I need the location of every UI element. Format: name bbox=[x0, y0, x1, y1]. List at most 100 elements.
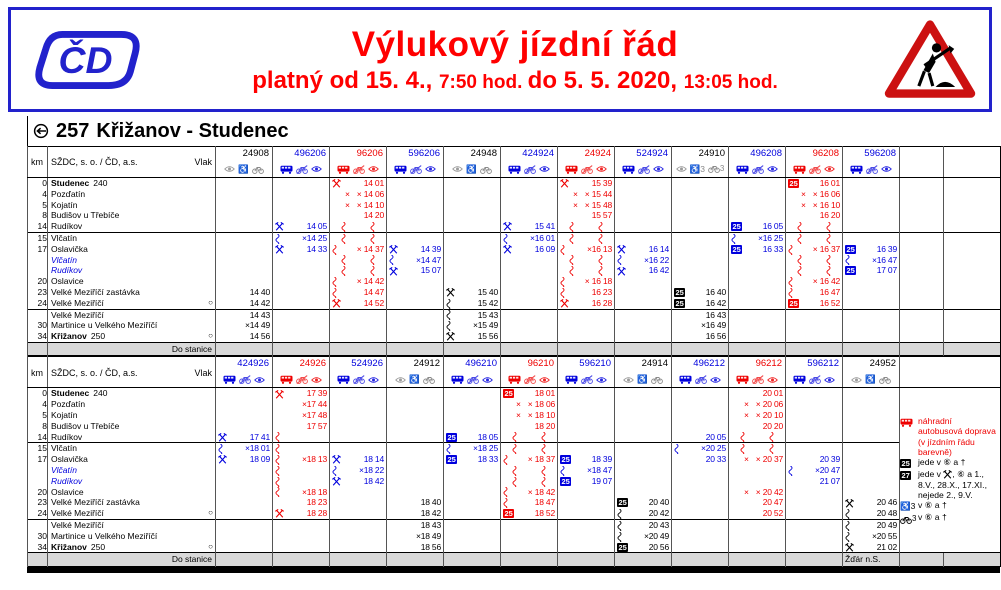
eye-icon bbox=[824, 374, 835, 385]
time-cell bbox=[443, 508, 501, 520]
station-cell: Oslavice bbox=[47, 276, 216, 287]
bike-3-icon: 3 bbox=[900, 513, 916, 524]
time-cell bbox=[728, 465, 786, 476]
nonstop-wave-icon bbox=[332, 244, 337, 255]
time-cell bbox=[671, 475, 729, 487]
time-cell bbox=[215, 265, 273, 277]
time-value: ×15 49 bbox=[472, 320, 498, 331]
time-cell bbox=[500, 286, 558, 298]
stop-symbol: × bbox=[573, 188, 578, 199]
time-cell: 14 42 bbox=[215, 297, 273, 310]
time-cell bbox=[785, 399, 843, 411]
time-cell bbox=[671, 497, 729, 509]
time-cell: 15 41 bbox=[500, 221, 558, 233]
stop-symbol bbox=[332, 244, 350, 255]
km-cell bbox=[27, 265, 48, 277]
wave-icon bbox=[826, 233, 831, 244]
time-cell bbox=[443, 475, 501, 487]
time-value: ×16 13 bbox=[586, 243, 612, 254]
station-name: Rudíkov bbox=[51, 475, 83, 486]
time-cell bbox=[557, 486, 615, 498]
time-value: 16 42 bbox=[705, 297, 726, 308]
stop-symbol bbox=[446, 310, 464, 321]
time-cell bbox=[614, 320, 672, 332]
time-cell bbox=[329, 221, 387, 233]
time-cell bbox=[272, 475, 330, 487]
station-name: Vlčatín bbox=[51, 465, 77, 476]
train-number: 496206 bbox=[272, 146, 330, 161]
time-cell bbox=[500, 177, 558, 189]
station-name: Velké Meziříčí bbox=[51, 520, 104, 531]
eye-icon bbox=[675, 164, 687, 175]
no-bike-icon bbox=[581, 374, 593, 385]
nonstop-wave-icon bbox=[674, 444, 679, 455]
eye-icon bbox=[311, 164, 322, 175]
station-line-number: 250 bbox=[90, 331, 106, 342]
stop-symbol: 25 bbox=[788, 178, 806, 188]
wave-icon bbox=[370, 265, 375, 277]
stop-symbol bbox=[332, 287, 350, 298]
train-number: 24952 bbox=[842, 356, 900, 372]
time-cell bbox=[614, 454, 672, 466]
time-cell bbox=[386, 177, 444, 189]
time-cell: 20 33 bbox=[671, 454, 729, 466]
time-cell: × × 18 06 bbox=[500, 399, 558, 411]
train-number: 24914 bbox=[614, 356, 672, 372]
time-cell bbox=[443, 265, 501, 277]
stop-symbol bbox=[503, 487, 521, 498]
time-cell bbox=[500, 210, 558, 222]
time-cell: 15 43 bbox=[443, 308, 501, 321]
station-line-number: 240 bbox=[93, 388, 108, 399]
time-value: 15 40 bbox=[477, 286, 498, 297]
time-cell bbox=[785, 308, 843, 321]
workdays-hammers-icon bbox=[617, 244, 626, 255]
station-name: Vlčatín bbox=[51, 232, 77, 243]
stop-symbol bbox=[446, 298, 464, 309]
time-cell bbox=[215, 486, 273, 498]
station-name: Kojatín bbox=[51, 199, 78, 210]
note-25-box: 25 bbox=[900, 459, 912, 469]
stop-symbol: 25 bbox=[845, 266, 863, 276]
time-cell bbox=[785, 221, 843, 233]
time-cell bbox=[272, 308, 330, 321]
time-cell: 18 23 bbox=[272, 497, 330, 509]
wheelchair-icon: ♿ bbox=[466, 163, 477, 174]
time-value: × 20 10 bbox=[755, 410, 783, 421]
time-cell bbox=[443, 519, 501, 531]
train-icons bbox=[329, 161, 387, 178]
time-cell bbox=[500, 297, 558, 310]
time-cell bbox=[671, 486, 729, 498]
time-cell: 20 01 bbox=[728, 387, 786, 400]
wave-icon bbox=[740, 444, 745, 455]
legend-text: náhradní autobusová doprava (v jízdním ř… bbox=[918, 415, 996, 458]
time-value: 16 39 bbox=[876, 243, 897, 254]
station-cell: Studenec 240 bbox=[47, 177, 216, 189]
time-cell bbox=[329, 431, 387, 443]
stop-symbol bbox=[560, 287, 578, 298]
time-cell bbox=[272, 331, 330, 343]
wave-icon bbox=[541, 465, 546, 476]
workdays-hammers-icon bbox=[275, 221, 284, 232]
time-cell bbox=[671, 221, 729, 233]
destination-cell: Žďár n.S. bbox=[842, 552, 900, 567]
time-value: ×18 25 bbox=[472, 443, 498, 454]
nonstop-wave-icon bbox=[332, 276, 337, 287]
time-cell: 25 19 07 bbox=[557, 475, 615, 487]
wave-icon bbox=[740, 432, 745, 443]
nonstop-wave-icon bbox=[617, 255, 622, 266]
time-cell bbox=[215, 177, 273, 189]
time-cell bbox=[215, 254, 273, 266]
destination-cell bbox=[443, 552, 501, 567]
time-cell: 25 18 01 bbox=[500, 387, 558, 400]
wave-icon bbox=[569, 265, 574, 277]
time-cell bbox=[842, 188, 900, 200]
train-icons: ♿ bbox=[215, 161, 273, 178]
time-cell bbox=[500, 475, 558, 487]
time-cell: 16 43 bbox=[671, 308, 729, 321]
stop-symbol bbox=[218, 444, 236, 455]
nonstop-wave-icon bbox=[845, 520, 850, 531]
time-cell bbox=[728, 530, 786, 542]
nonstop-wave-icon bbox=[845, 531, 850, 542]
bike-icon bbox=[251, 164, 264, 175]
train-number: 96212 bbox=[728, 356, 786, 372]
